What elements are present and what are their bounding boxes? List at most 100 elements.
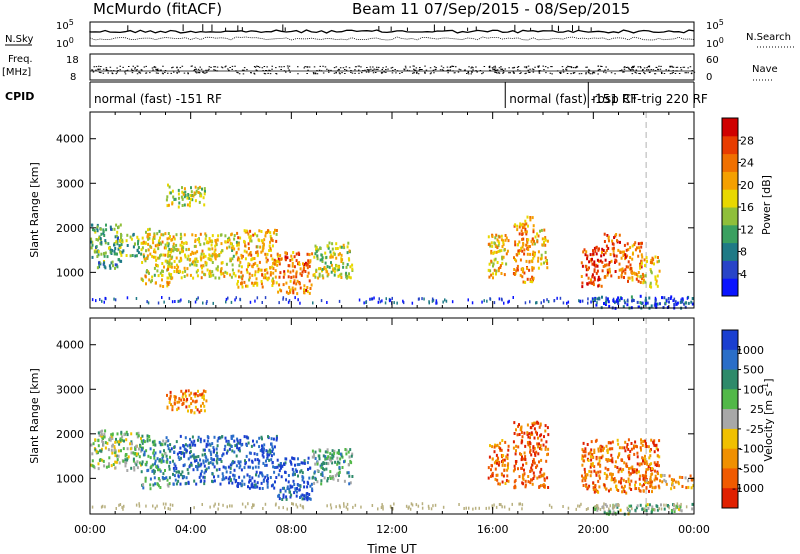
echo-cell: [221, 261, 224, 265]
echo-cell: [531, 422, 534, 426]
echo-cell: [202, 196, 205, 200]
echo-cell: [263, 268, 266, 272]
echo-cell: [521, 466, 523, 470]
echo-cell: [296, 292, 299, 296]
echo-cell: [624, 255, 627, 259]
echo-cell: [238, 466, 241, 470]
echo-cell: [108, 456, 111, 460]
ground-cell: [608, 507, 610, 511]
echo-cell: [202, 448, 205, 452]
echo-cell: [251, 273, 254, 277]
echo-cell: [278, 469, 281, 473]
echo-cell: [205, 444, 208, 448]
echo-cell: [136, 452, 138, 456]
echo-cell: [347, 463, 350, 467]
echo-cell: [584, 478, 587, 482]
echo-cell: [593, 490, 596, 494]
ground-cell: [559, 296, 562, 300]
ground-cell: [113, 297, 115, 301]
echo-cell: [513, 480, 516, 484]
echo-cell: [347, 471, 350, 475]
echo-cell: [189, 263, 192, 267]
echo-cell: [650, 271, 653, 275]
echo-cell: [126, 458, 129, 462]
echo-cell: [517, 249, 520, 253]
echo-cell: [207, 461, 210, 465]
echo-cell: [540, 253, 543, 257]
echo-cell: [644, 299, 647, 303]
echo-cell: [302, 262, 304, 266]
echo-cell: [660, 503, 662, 507]
echo-cell: [300, 461, 303, 465]
echo-cell: [514, 258, 516, 261]
echo-cell: [97, 444, 100, 448]
echo-cell: [653, 450, 656, 454]
echo-cell: [530, 431, 533, 435]
echo-cell: [287, 292, 290, 295]
echo-cell: [218, 254, 221, 258]
nave-label: Nave: [752, 64, 778, 75]
echo-cell: [516, 433, 519, 437]
echo-cell: [544, 256, 547, 260]
echo-cell: [142, 483, 145, 487]
echo-cell: [506, 457, 509, 460]
echo-cell: [270, 442, 273, 446]
echo-cell: [489, 269, 492, 273]
echo-cell: [525, 230, 528, 234]
echo-cell: [247, 253, 250, 257]
ground-cell: [427, 504, 430, 508]
echo-cell: [523, 468, 525, 472]
echo-cell: [652, 442, 655, 446]
echo-cell: [266, 258, 269, 262]
echo-cell: [276, 254, 279, 258]
echo-cell: [272, 447, 274, 451]
ground-cell: [599, 508, 602, 511]
echo-cell: [488, 242, 491, 246]
echo-cell: [149, 280, 152, 284]
echo-cell: [326, 479, 329, 483]
echo-cell: [311, 449, 314, 453]
ground-cell: [352, 505, 354, 509]
echo-cell: [630, 295, 633, 299]
echo-cell: [267, 477, 269, 481]
echo-cell: [649, 449, 652, 453]
echo-cell: [113, 250, 116, 253]
echo-cell: [201, 453, 204, 457]
echo-cell: [260, 282, 263, 286]
echo-cell: [240, 253, 243, 257]
echo-cell: [166, 393, 168, 397]
echo-cell: [280, 289, 283, 293]
echo-cell: [291, 286, 294, 290]
echo-cell: [297, 251, 300, 255]
echo-cell: [206, 240, 209, 244]
echo-cell: [110, 227, 112, 231]
echo-cell: [98, 433, 101, 437]
echo-cell: [610, 474, 613, 478]
echo-cell: [255, 277, 258, 281]
echo-cell: [149, 483, 152, 487]
echo-cell: [642, 457, 644, 461]
ground-cell: [430, 507, 433, 511]
echo-cell: [185, 241, 188, 245]
echo-cell: [235, 443, 238, 447]
echo-cell: [595, 303, 598, 307]
echo-cell: [177, 192, 180, 196]
echo-cell: [293, 483, 296, 486]
echo-cell: [282, 495, 285, 499]
echo-cell: [175, 470, 178, 474]
echo-cell: [147, 242, 150, 246]
ground-cell: [354, 503, 357, 507]
colorbar-tick-label: 500: [743, 364, 764, 377]
echo-cell: [171, 202, 174, 206]
echo-cell: [655, 443, 658, 447]
echo-cell: [216, 454, 219, 458]
echo-cell: [585, 250, 588, 254]
echo-cell: [251, 476, 254, 480]
echo-cell: [636, 274, 639, 278]
echo-cell: [313, 455, 316, 459]
colorbar-band: [722, 189, 738, 208]
echo-cell: [113, 445, 116, 449]
echo-cell: [315, 250, 318, 254]
echo-cell: [651, 505, 654, 509]
echo-cell: [146, 439, 149, 443]
